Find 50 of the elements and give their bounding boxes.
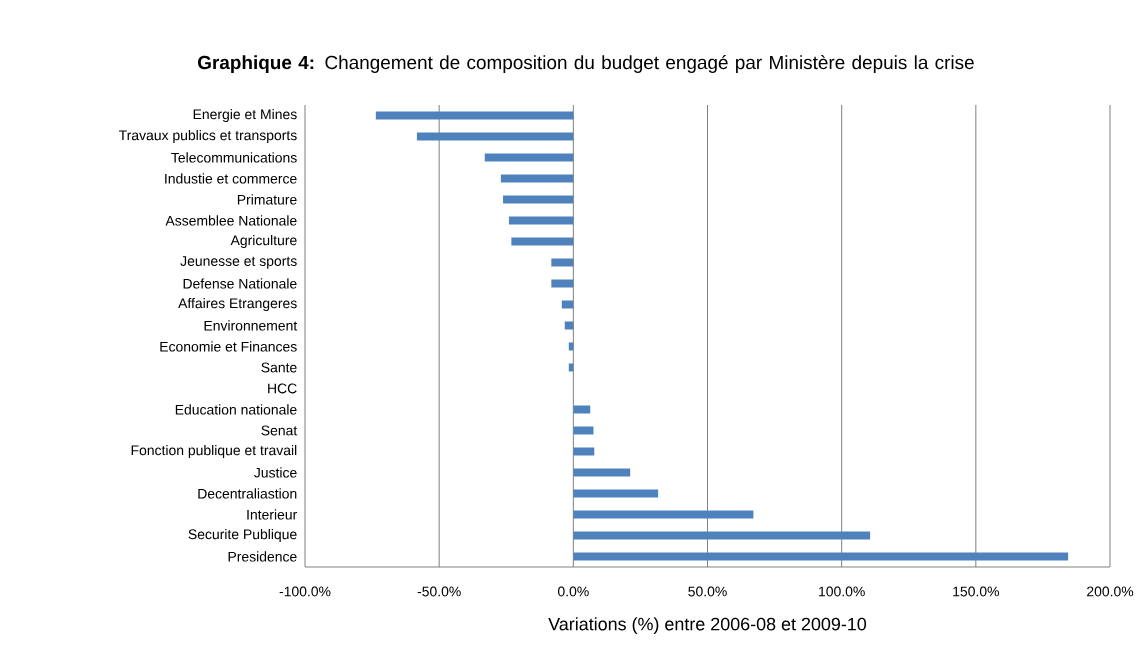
bar <box>511 237 574 246</box>
x-tick-label: -50.0% <box>417 586 461 597</box>
y-tick-label: Sante <box>261 362 297 373</box>
y-tick-label: Education nationale <box>175 404 297 415</box>
x-tick-label: 0.0% <box>557 586 589 597</box>
y-tick-label: Defense Nationale <box>183 278 297 289</box>
bar <box>503 195 574 204</box>
bar <box>416 132 574 141</box>
bar <box>484 153 574 162</box>
y-tick-label: Travaux publics et transports <box>118 129 297 143</box>
bar <box>573 510 754 519</box>
x-axis-title: Variations (%) entre 2006-08 et 2009-10 <box>548 617 867 634</box>
bar <box>508 216 574 225</box>
bar <box>573 447 595 456</box>
y-tick-label: Decentraliastion <box>198 488 297 499</box>
bar <box>573 531 871 540</box>
bar <box>573 468 631 477</box>
y-tick-label: Economie et Finances <box>160 341 297 352</box>
x-tick-label: 150.0% <box>953 586 999 597</box>
y-tick-label: Senat <box>261 425 298 436</box>
bar <box>573 426 594 435</box>
y-tick-label: Primature <box>237 194 297 205</box>
y-tick-label: Industie et commerce <box>165 173 297 184</box>
x-tick-label: 50.0% <box>688 586 727 597</box>
y-tick-label: Jeunesse et sports <box>180 256 297 269</box>
y-tick-label: Justice <box>254 467 297 478</box>
bar <box>375 111 574 120</box>
y-tick-label: Assemblee Nationale <box>165 215 297 226</box>
bar <box>573 489 659 498</box>
y-tick-label: Energie et Mines <box>193 108 297 122</box>
bar <box>551 258 574 267</box>
chart-title: Graphique 4: Changement de composition du budget engagé par Ministère depuis la crise <box>198 55 974 73</box>
y-tick-label: Affaires Etrangeres <box>178 297 297 311</box>
bar <box>573 405 591 414</box>
bar <box>573 552 1069 561</box>
bar <box>500 174 574 183</box>
bar <box>561 300 574 309</box>
bar <box>564 321 574 330</box>
y-tick-label: HCC <box>268 383 297 394</box>
bar <box>551 279 574 288</box>
y-tick-label: Presidence <box>228 551 297 562</box>
y-tick-label: Telecommunications <box>171 152 297 163</box>
y-tick-label: Securite Publique <box>188 528 297 542</box>
y-tick-label: Agriculture <box>230 234 297 248</box>
x-tick-label: 100.0% <box>819 586 865 597</box>
x-tick-label: -100.0% <box>279 586 331 597</box>
y-tick-label: Interieur <box>247 509 298 520</box>
y-tick-label: Environnement <box>204 320 298 331</box>
y-tick-label: Fonction publique et travail <box>131 444 297 458</box>
x-tick-label: 200.0% <box>1087 586 1134 597</box>
